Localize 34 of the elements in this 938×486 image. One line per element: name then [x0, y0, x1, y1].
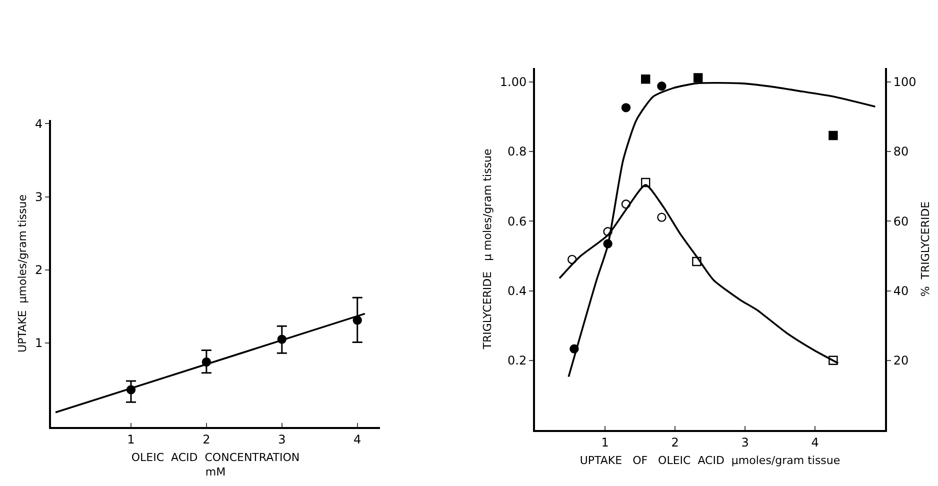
point [621, 103, 631, 112]
x-tick-label: 4 [354, 432, 362, 446]
point [828, 130, 838, 140]
point [694, 73, 703, 82]
y-tick-label: 0.6 [508, 214, 527, 228]
x-tick-label: 2 [202, 432, 210, 446]
x-tick-label: 4 [811, 435, 819, 450]
y2-tick-label: 60 [893, 214, 909, 228]
y2-tick-label: 80 [893, 144, 909, 159]
point [352, 316, 362, 325]
y2-tick-label: 40 [893, 284, 909, 298]
y2-tick-label: 20 [893, 354, 909, 368]
x-tick-label: 1 [127, 432, 135, 446]
y-tick-label: 0.8 [508, 144, 527, 159]
y-tick-label: 2 [34, 263, 43, 278]
x-tick-label: 3 [278, 432, 286, 446]
point [657, 212, 666, 222]
y-axis-title: TRIGLYCERIDE µ moles/gram tissue [481, 148, 494, 350]
y-axis-title: UPTAKE µmoles/gram tissue [16, 194, 30, 352]
x-tick-label: 1 [601, 435, 609, 450]
y-tick-label: 1 [34, 336, 43, 350]
y-tick-label: 4 [34, 116, 43, 131]
x-tick-label: 2 [671, 435, 679, 450]
x-axis-title: UPTAKE OF OLEIC ACID µmoles/gram tissue [580, 454, 840, 468]
y-tick-label: 1.00 [500, 75, 527, 90]
y2-tick-label: 100 [893, 75, 916, 90]
y-tick-label: 3 [34, 190, 43, 204]
point [641, 74, 650, 84]
x-tick-label: 3 [741, 435, 749, 450]
y2-axis-title: % TRIGLYCERIDE [919, 201, 932, 297]
y-tick-label: 0.4 [508, 284, 527, 298]
y-tick-label: 0.2 [508, 354, 527, 368]
x-axis-title: OLEIC ACID CONCENTRATION mM [131, 451, 300, 478]
point [657, 82, 666, 91]
